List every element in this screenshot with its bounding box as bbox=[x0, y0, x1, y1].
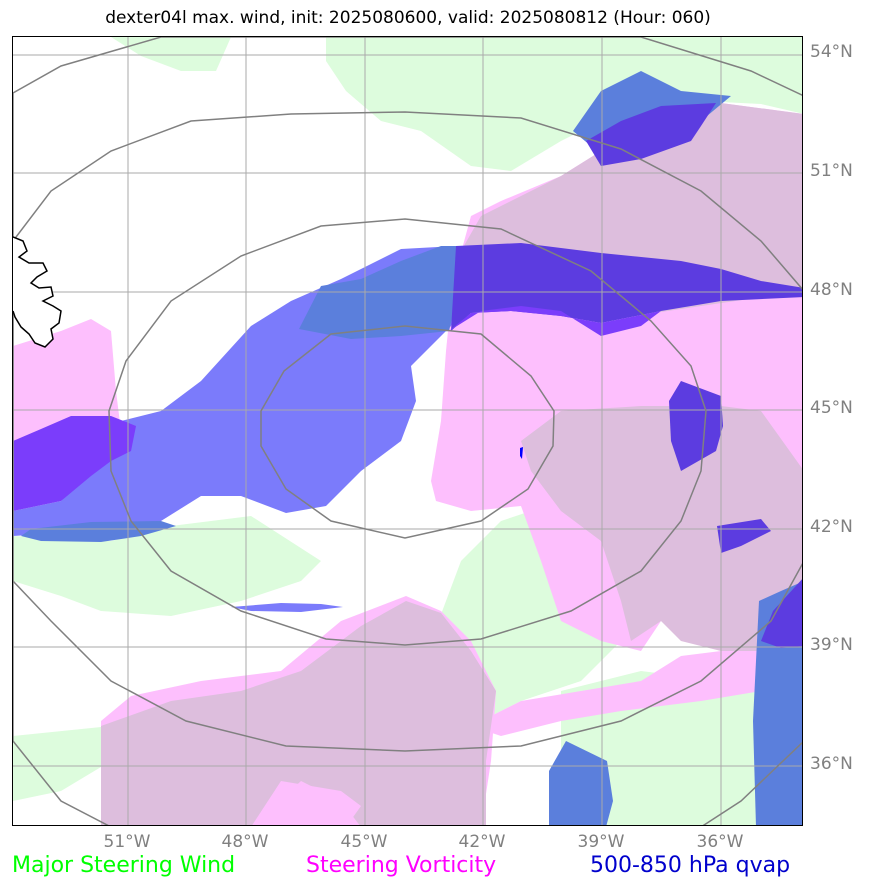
qvap-sliver-south bbox=[231, 603, 343, 612]
lat-label-51n: 51°N bbox=[810, 161, 853, 181]
lat-label-39n: 39°N bbox=[810, 635, 853, 655]
qvap-strip-west bbox=[21, 521, 176, 542]
coastline bbox=[13, 236, 62, 348]
qvap-layer bbox=[13, 71, 802, 825]
lat-label-42n: 42°N bbox=[810, 517, 853, 537]
legend-qvap: 500-850 hPa qvap bbox=[590, 853, 791, 878]
lat-label-54n: 54°N bbox=[810, 42, 853, 62]
lon-label-45w: 45°W bbox=[340, 832, 388, 852]
lat-label-48n: 48°N bbox=[810, 280, 853, 300]
ring-3 bbox=[13, 111, 802, 752]
lon-label-36w: 36°W bbox=[696, 832, 744, 852]
overlap-area-south bbox=[101, 601, 496, 825]
ring-4 bbox=[13, 37, 802, 825]
qvap-point-center bbox=[520, 447, 523, 459]
qvap-band-north-lower bbox=[449, 306, 661, 336]
graticule bbox=[13, 37, 802, 825]
qvap-patch-southeast-core bbox=[761, 579, 802, 648]
qvap-blob-west bbox=[13, 416, 136, 511]
vorticity-small-patch bbox=[252, 781, 361, 825]
legend-steering-vorticity: Steering Vorticity bbox=[306, 853, 497, 878]
newfoundland-coast bbox=[13, 236, 62, 348]
qvap-patch-northeast-core bbox=[586, 103, 716, 166]
lon-label-42w: 42°W bbox=[458, 832, 506, 852]
wind-area-north bbox=[326, 37, 802, 171]
map-canvas bbox=[13, 37, 802, 825]
distance-rings bbox=[13, 37, 802, 825]
lon-label-51w: 51°W bbox=[103, 832, 151, 852]
qvap-patch-east-small bbox=[717, 519, 771, 553]
lat-label-36n: 36°N bbox=[810, 754, 853, 774]
map-panel bbox=[12, 36, 803, 826]
map-title: dexter04l max. wind, init: 2025080600, v… bbox=[105, 8, 711, 28]
wind-area-northwest-patch bbox=[111, 37, 231, 71]
lat-label-45n: 45°N bbox=[810, 398, 853, 418]
lon-label-48w: 48°W bbox=[221, 832, 269, 852]
qvap-patch-south bbox=[549, 741, 613, 825]
qvap-patch-east bbox=[669, 381, 723, 471]
legend-steering-wind: Major Steering Wind bbox=[12, 853, 236, 878]
ring-2 bbox=[108, 218, 707, 646]
vorticity-patch-south bbox=[252, 781, 361, 825]
lon-label-39w: 39°W bbox=[577, 832, 625, 852]
ring-1 bbox=[260, 325, 555, 539]
vorticity-area-southeast-band bbox=[471, 641, 761, 736]
